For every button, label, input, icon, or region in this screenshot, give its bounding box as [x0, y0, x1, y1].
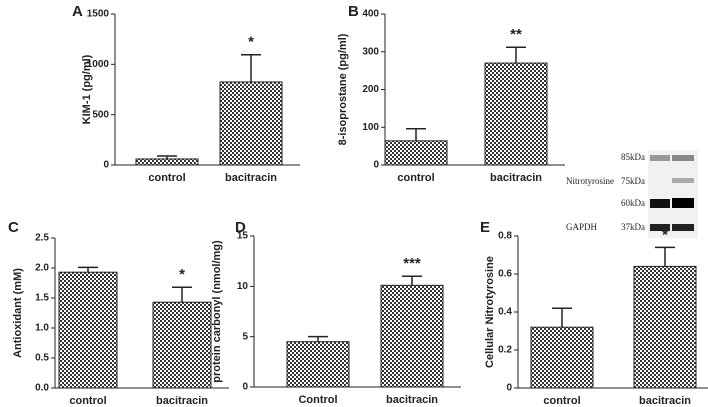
error-bar: [506, 46, 526, 64]
error-bar: [552, 307, 572, 328]
error-bar: [402, 275, 422, 286]
significance-marker: *: [662, 226, 668, 243]
y-tick-label: 0.8: [498, 231, 512, 242]
x-tick-label: Control: [298, 394, 337, 406]
y-tick-label: 0.4: [498, 307, 512, 318]
y-tick-label: 5: [242, 331, 248, 342]
y-tick-label: 200: [362, 84, 379, 95]
y-tick-label: 0.0: [35, 383, 49, 394]
band: [650, 155, 670, 161]
panel-label: C: [8, 219, 19, 236]
bar: [380, 284, 444, 388]
bar: [58, 271, 118, 389]
y-tick-label: 300: [362, 46, 379, 57]
y-tick-label: 0.5: [35, 353, 49, 364]
y-tick-label: 500: [92, 109, 109, 120]
x-tick-label: control: [397, 172, 434, 184]
marker-label: 37kDa: [621, 222, 645, 232]
panel-label: D: [235, 219, 246, 236]
x-tick-label: bacitracin: [156, 395, 208, 407]
bar: [152, 301, 212, 389]
marker-label: 60kDa: [621, 198, 645, 208]
significance-marker: *: [248, 34, 254, 51]
y-tick-label: 1.5: [35, 293, 49, 304]
bar: [384, 140, 448, 166]
error-bar: [406, 128, 426, 141]
x-tick-label: control: [69, 395, 106, 407]
bar: [530, 326, 594, 389]
band: [650, 224, 670, 231]
error-bar: [655, 246, 675, 267]
significance-marker: *: [179, 266, 185, 283]
western-blot: 85kDa 75kDa 60kDa 37kDa Nitrotyrosine GA…: [566, 150, 698, 238]
y-axis-label: Antioxidant (mM): [12, 268, 24, 358]
x-tick-label: bacitracin: [225, 172, 277, 184]
y-tick-label: 15: [237, 231, 249, 242]
y-tick-label: 100: [362, 122, 379, 133]
bar: [135, 158, 199, 166]
error-bar: [241, 54, 261, 82]
marker-label: 75kDa: [621, 176, 645, 186]
y-tick-label: 2.5: [35, 233, 49, 244]
y-tick-label: 1000: [87, 59, 110, 70]
band: [672, 178, 694, 183]
x-tick-label: bacitracin: [639, 395, 691, 407]
band: [672, 198, 694, 208]
y-axis-label: KIM-1 (pg/ml): [81, 54, 93, 124]
y-tick-label: 0: [242, 382, 248, 393]
band: [650, 199, 670, 208]
panel-label: B: [348, 3, 359, 20]
protein-label: Nitrotyrosine: [566, 176, 614, 186]
band: [672, 224, 694, 231]
x-tick-label: control: [148, 172, 185, 184]
error-bar: [78, 266, 98, 273]
bar: [219, 81, 283, 166]
error-bar: [172, 286, 192, 303]
x-tick-label: bacitracin: [490, 172, 542, 184]
band: [672, 155, 694, 161]
x-tick-label: bacitracin: [386, 394, 438, 406]
significance-marker: ***: [403, 255, 421, 272]
error-bar: [308, 335, 328, 342]
y-tick-label: 0.2: [498, 345, 512, 356]
significance-marker: **: [510, 26, 522, 43]
protein-label: GAPDH: [566, 222, 598, 232]
y-tick-label: 1.0: [35, 323, 49, 334]
panel-label: E: [480, 219, 490, 236]
x-tick-label: control: [543, 395, 580, 407]
error-bar: [157, 155, 177, 159]
bar: [633, 265, 697, 389]
y-tick-label: 400: [362, 9, 379, 20]
blot-background: [648, 150, 698, 238]
y-tick-label: 2.0: [35, 263, 49, 274]
bar: [286, 341, 350, 388]
bar: [484, 62, 548, 166]
y-axis-label: 8-isoprostane (pg/ml): [337, 33, 349, 145]
y-axis-label: Cellular Nitrotyrosine: [484, 256, 496, 368]
y-tick-label: 0: [506, 383, 512, 394]
y-tick-label: 0: [103, 160, 109, 171]
y-tick-label: 10: [237, 281, 249, 292]
y-axis-label: protein carbonyl (nmol/mg): [211, 240, 223, 383]
marker-label: 85kDa: [621, 152, 645, 162]
y-tick-label: 0: [373, 160, 379, 171]
y-tick-label: 1500: [87, 9, 110, 20]
panel-label: A: [72, 3, 83, 20]
y-tick-label: 0.6: [498, 269, 512, 280]
